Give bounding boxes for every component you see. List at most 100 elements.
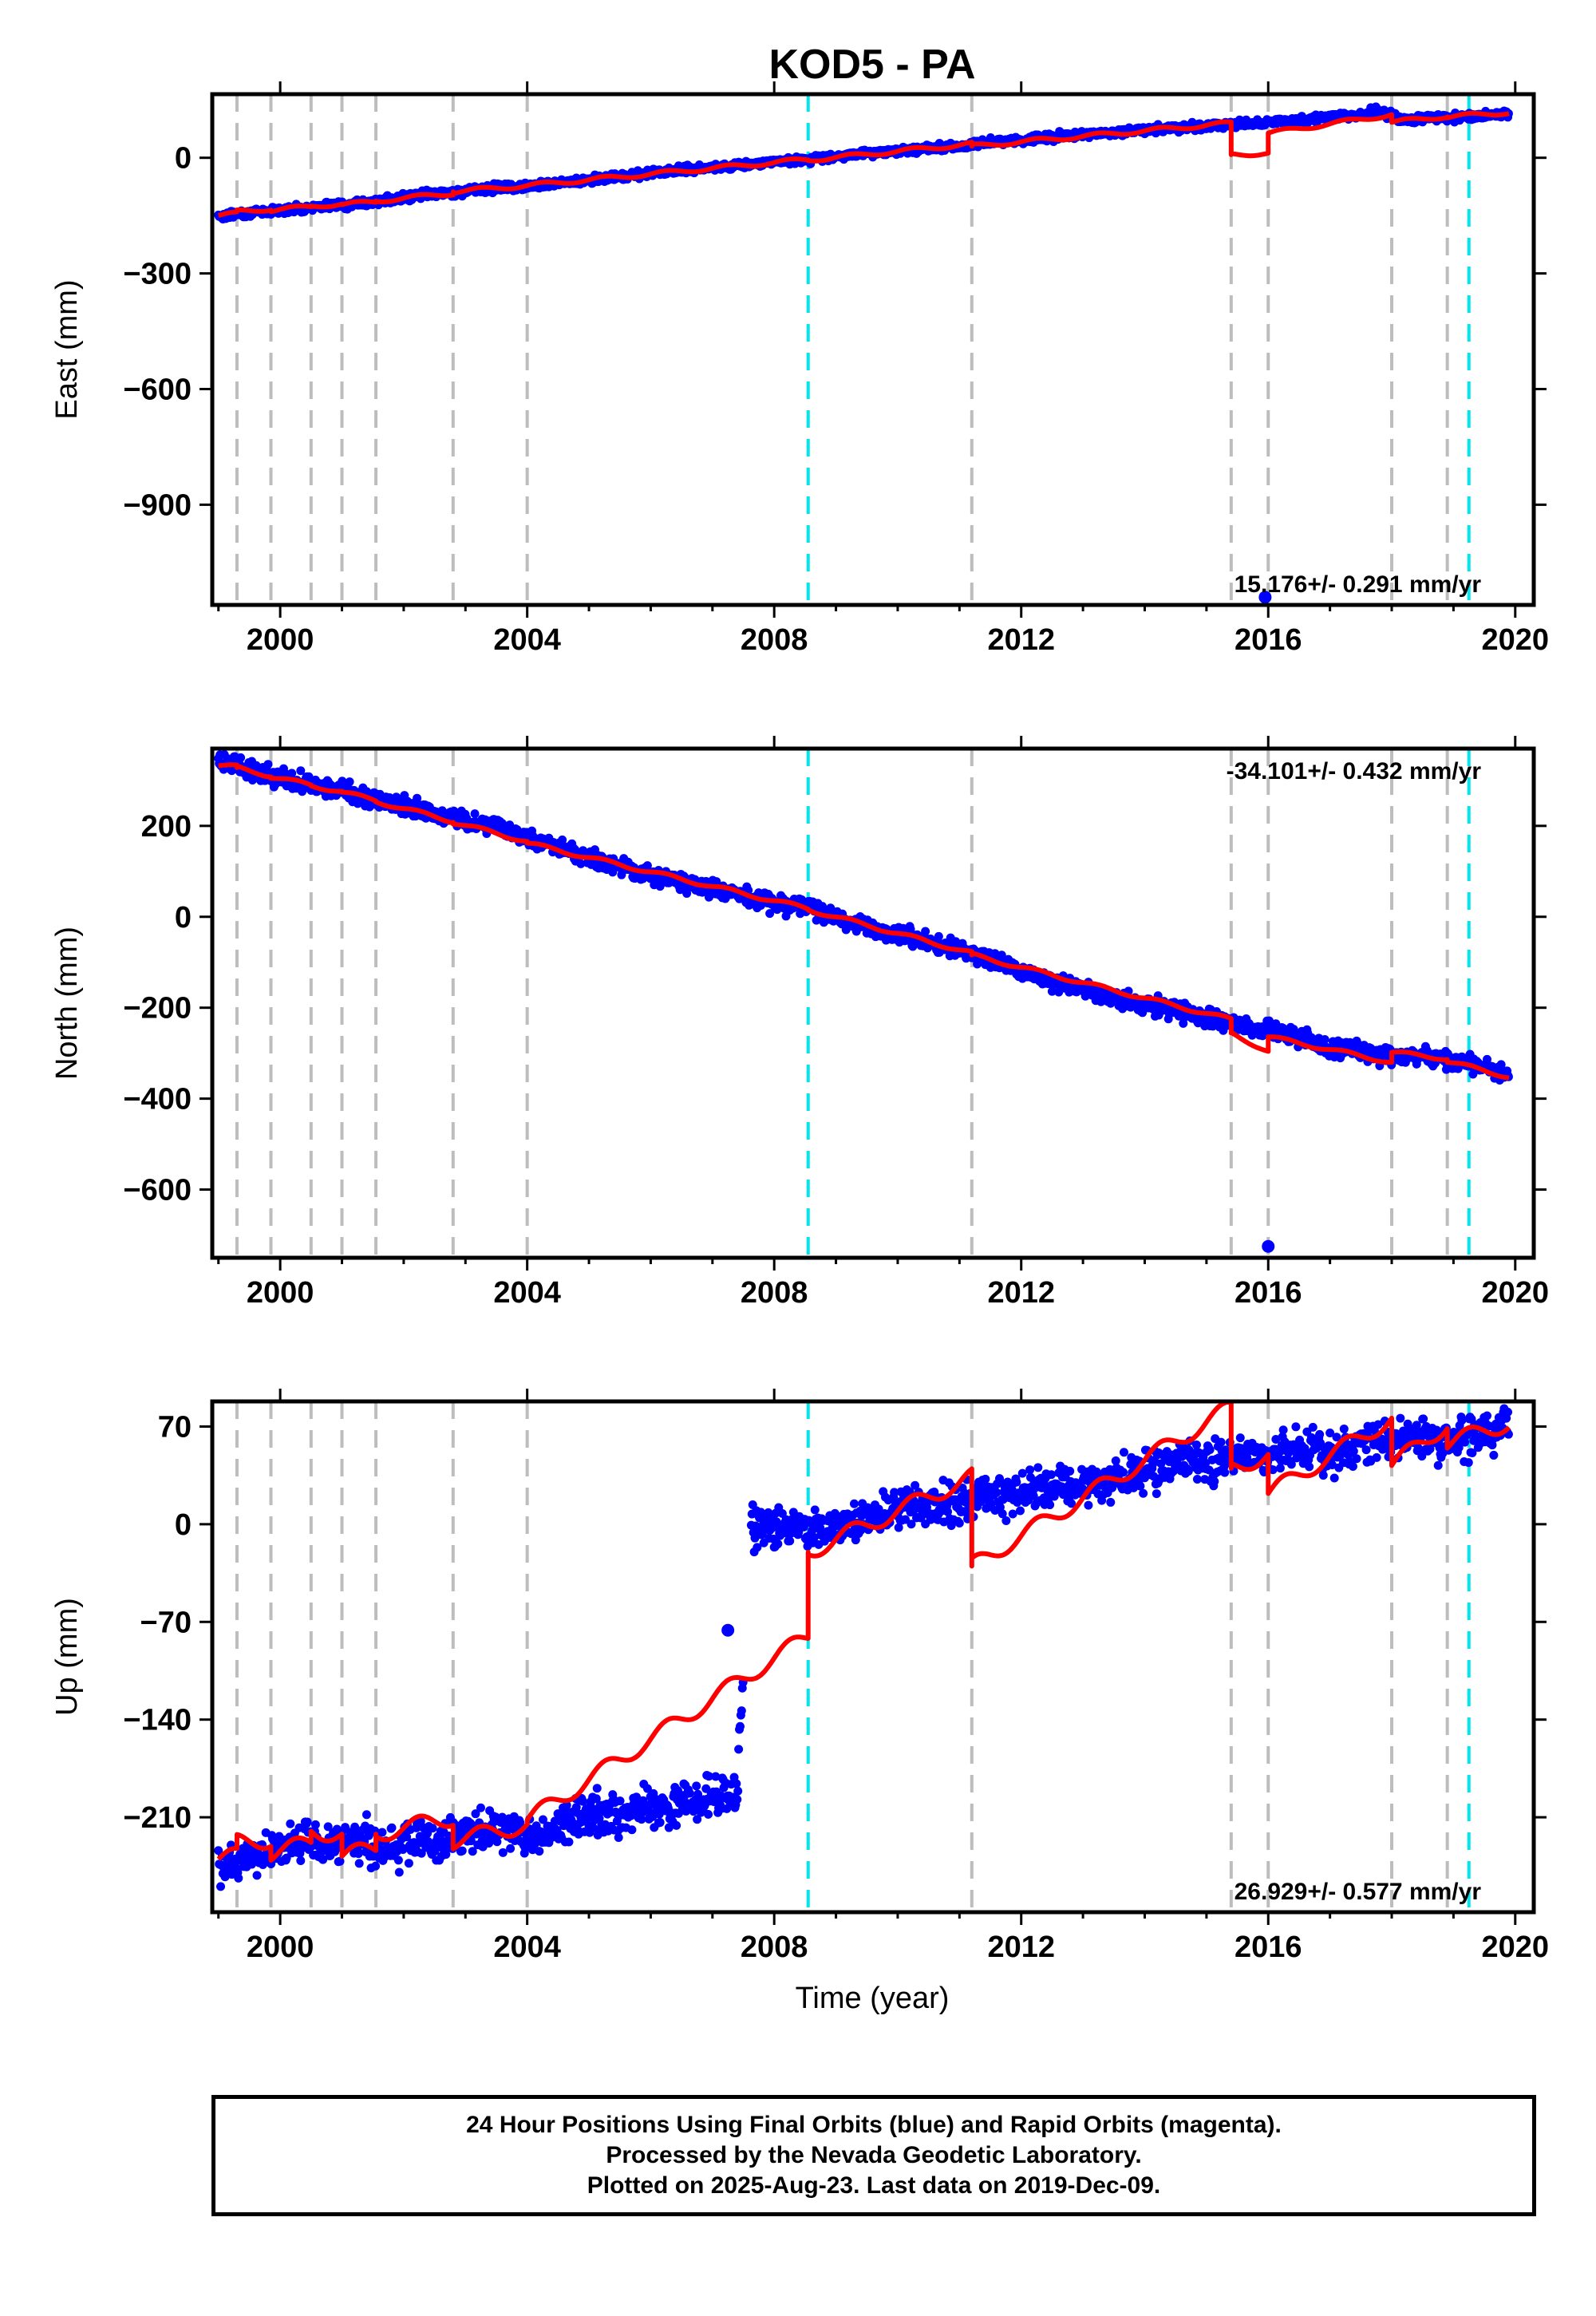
data-point — [1216, 1437, 1226, 1447]
outlier-point — [1262, 1239, 1275, 1253]
y-tick-label: −600 — [123, 1174, 192, 1207]
plot-frame — [210, 746, 1536, 1260]
y-axis-label: East (mm) — [50, 279, 84, 419]
data-point — [236, 753, 246, 762]
data-point — [810, 1505, 820, 1515]
x-tick-label: 2020 — [1482, 1276, 1550, 1310]
data-point — [1468, 1069, 1478, 1079]
data-point — [361, 1810, 371, 1820]
data-point — [506, 1844, 516, 1853]
data-point — [302, 1817, 312, 1827]
data-point — [1205, 1445, 1215, 1455]
data-point — [737, 1706, 746, 1716]
data-point — [1045, 1500, 1055, 1510]
data-point — [997, 951, 1006, 960]
data-point — [592, 1784, 602, 1793]
y-tick-label: −900 — [123, 488, 192, 522]
x-tick-label: 2004 — [493, 1276, 561, 1310]
data-point — [394, 1867, 404, 1877]
data-point — [1220, 1468, 1230, 1477]
plot-area — [214, 749, 1513, 1258]
data-point — [1047, 986, 1057, 996]
x-tick-label: 2020 — [1482, 623, 1550, 657]
x-tick-label: 2004 — [493, 623, 561, 657]
data-point — [921, 927, 930, 936]
data-point — [377, 1828, 387, 1837]
y-tick-label: 200 — [141, 810, 192, 844]
plot-area — [214, 94, 1513, 605]
rate-label: 15.176+/- 0.291 mm/yr — [1235, 571, 1482, 598]
y-tick-label: −400 — [123, 1083, 192, 1117]
data-point — [476, 1803, 485, 1812]
y-tick-label: 0 — [175, 142, 192, 176]
data-point — [934, 931, 943, 941]
panel-north: 2000 2004 2008 2012 2016 20202000−200−400−600… — [50, 736, 1549, 1310]
data-point — [1033, 1463, 1043, 1472]
data-point — [692, 1781, 701, 1791]
data-point — [428, 1824, 437, 1833]
data-point — [371, 1861, 381, 1871]
data-point — [498, 1848, 508, 1857]
data-point — [1119, 1468, 1128, 1477]
data-point — [773, 1539, 783, 1549]
data-point — [296, 766, 306, 776]
x-tick-label: 2016 — [1235, 623, 1302, 657]
data-point — [849, 1499, 859, 1508]
data-point — [263, 760, 273, 769]
data-point — [1210, 1476, 1219, 1486]
chart-title: KOD5 - PA — [768, 41, 975, 88]
data-point — [1015, 1506, 1025, 1516]
x-tick-label: 2012 — [987, 623, 1055, 657]
data-point — [345, 777, 354, 787]
panel-east: 2000 2004 2008 2012 2016 20200−300−600−900Eas… — [50, 81, 1549, 657]
data-point — [733, 1795, 742, 1804]
data-point — [1152, 1489, 1161, 1499]
x-tick-label: 2016 — [1235, 1276, 1302, 1310]
data-point — [655, 1818, 665, 1828]
panel-up: 2000 2004 2008 2012 2016 2020700−70−140−210Up… — [50, 1389, 1549, 1964]
data-point — [734, 1745, 744, 1754]
model-line — [217, 110, 1511, 219]
y-axis-label: North (mm) — [50, 927, 84, 1080]
data-point — [1084, 1500, 1093, 1510]
data-point — [712, 877, 721, 887]
data-point — [387, 1823, 397, 1832]
data-point — [1496, 1060, 1506, 1069]
data-point — [354, 1849, 363, 1859]
data-point — [704, 1809, 713, 1819]
data-point — [252, 1871, 262, 1880]
data-point — [234, 1873, 243, 1883]
data-point — [296, 1856, 306, 1865]
data-point — [765, 909, 775, 919]
x-tick-label: 2008 — [741, 1276, 808, 1310]
plot-area — [214, 1401, 1513, 1912]
data-point — [1119, 1448, 1128, 1457]
plot-frame — [210, 92, 1536, 607]
data-point — [627, 1825, 637, 1835]
data-point — [1046, 1470, 1056, 1480]
data-point — [614, 1832, 623, 1842]
data-point — [954, 1518, 964, 1528]
data-point — [1139, 1488, 1148, 1498]
data-point — [615, 1796, 625, 1806]
data-point — [404, 1859, 413, 1868]
data-point — [216, 1882, 226, 1891]
data-point — [1191, 1441, 1201, 1450]
data-point — [470, 809, 480, 819]
x-tick-label: 2012 — [987, 1276, 1055, 1310]
rate-label: -34.101+/- 0.432 mm/yr — [1227, 758, 1482, 785]
x-tick-label: 2008 — [741, 623, 808, 657]
data-point — [1012, 1477, 1021, 1487]
data-point — [535, 1847, 544, 1856]
data-point — [981, 1474, 990, 1484]
y-tick-label: −600 — [123, 373, 192, 407]
data-point — [672, 1820, 681, 1830]
outlier-point — [1258, 591, 1272, 604]
data-point — [393, 1856, 403, 1865]
data-point — [286, 1819, 295, 1828]
data-point — [642, 861, 652, 871]
data-point — [354, 1859, 364, 1868]
data-point — [733, 1786, 743, 1796]
data-point — [1025, 1465, 1035, 1475]
